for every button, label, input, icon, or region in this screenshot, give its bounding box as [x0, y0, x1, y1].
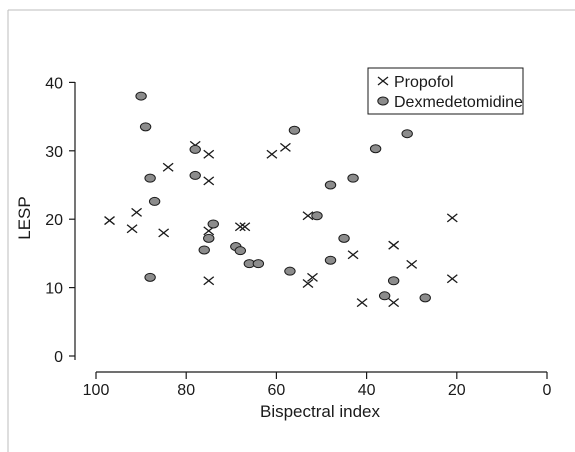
legend-marker-propofol: [377, 76, 389, 86]
point-propofol: [446, 274, 458, 284]
point-propofol: [203, 276, 215, 286]
point-dexmedetomidine: [378, 291, 391, 301]
point-propofol: [203, 149, 215, 159]
point-dexmedetomidine: [139, 122, 152, 132]
point-dexmedetomidine: [324, 180, 337, 190]
x-axis-label: Bispectral index: [260, 402, 381, 421]
point-propofol: [239, 222, 251, 232]
point-dexmedetomidine: [189, 144, 201, 154]
point-dexmedetomidine: [203, 233, 215, 243]
point-dexmedetomidine: [311, 211, 323, 221]
point-propofol: [388, 298, 400, 308]
point-dexmedetomidine: [338, 233, 350, 243]
point-propofol: [131, 207, 142, 217]
point-dexmedetomidine: [144, 173, 156, 183]
point-dexmedetomidine: [198, 245, 210, 255]
point-propofol: [446, 213, 458, 223]
point-dexmedetomidine: [401, 129, 413, 139]
legend-label-dexmedetomidine: Dexmedetomidine: [394, 94, 523, 111]
x-tick-label: 60: [268, 382, 286, 399]
point-propofol: [356, 298, 368, 308]
point-dexmedetomidine: [144, 272, 156, 282]
point-propofol: [158, 228, 170, 238]
point-dexmedetomidine: [387, 276, 400, 286]
point-propofol: [234, 222, 246, 232]
point-propofol: [302, 211, 314, 221]
y-tick-label: 30: [45, 144, 63, 161]
point-dexmedetomidine: [252, 259, 265, 269]
y-tick-label: 20: [45, 212, 63, 229]
point-dexmedetomidine: [324, 255, 337, 265]
point-propofol: [388, 240, 400, 250]
point-dexmedetomidine: [419, 293, 431, 303]
point-propofol: [347, 250, 359, 260]
point-propofol: [104, 216, 115, 226]
x-tick-label: 100: [83, 382, 110, 399]
point-dexmedetomidine: [284, 266, 296, 276]
legend-item-propofol: Propofol: [377, 74, 454, 91]
point-dexmedetomidine: [135, 91, 147, 101]
y-tick-label: 40: [45, 75, 63, 92]
point-dexmedetomidine: [148, 196, 161, 206]
legend-item-dexmedetomidine: Dexmedetomidine: [377, 94, 523, 111]
point-propofol: [302, 278, 314, 289]
point-propofol: [203, 176, 215, 186]
point-propofol: [266, 149, 278, 159]
x-tick-label: 40: [358, 382, 376, 399]
x-tick-label: 0: [543, 382, 552, 399]
legend-marker-dexmedetomidine: [377, 96, 389, 106]
x-tick-label: 20: [448, 382, 466, 399]
point-propofol: [307, 272, 318, 282]
x-tick-label: 80: [177, 382, 195, 399]
point-propofol: [280, 142, 291, 152]
point-dexmedetomidine: [189, 170, 201, 180]
y-axis-label: LESP: [15, 196, 34, 239]
y-tick-label: 10: [45, 281, 63, 298]
legend-label-propofol: Propofol: [394, 74, 454, 91]
point-propofol: [162, 162, 174, 172]
y-tick-label: 0: [54, 349, 63, 366]
point-dexmedetomidine: [288, 125, 301, 135]
point-dexmedetomidine: [234, 246, 247, 256]
point-dexmedetomidine: [369, 144, 382, 154]
point-propofol: [406, 259, 418, 269]
point-dexmedetomidine: [347, 173, 359, 183]
point-dexmedetomidine: [207, 219, 219, 229]
legend: Propofol Dexmedetomidine: [367, 67, 524, 115]
point-propofol: [126, 224, 138, 234]
